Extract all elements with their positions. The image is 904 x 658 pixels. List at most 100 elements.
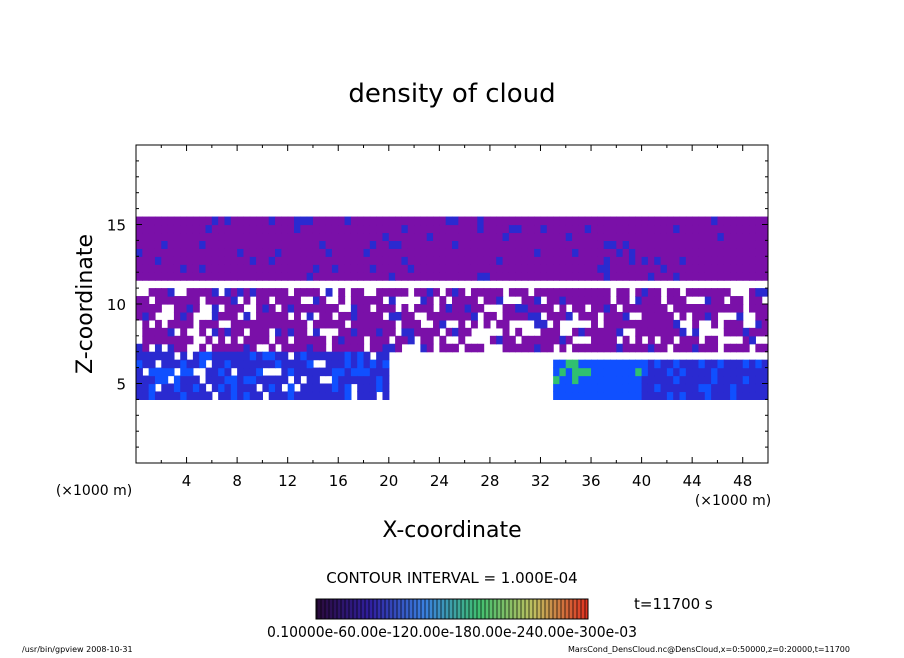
cloud-cell (300, 216, 308, 226)
cloud-cell (382, 224, 390, 234)
cloud-cell (319, 216, 327, 226)
cloud-cell (470, 304, 478, 313)
cloud-cell (546, 240, 554, 249)
cloud-cell (685, 304, 693, 313)
cloud-cell (426, 304, 434, 313)
cloud-cell (761, 383, 768, 393)
cloud-cell (597, 264, 605, 273)
cloud-cell (388, 327, 396, 337)
cloud-cell (319, 311, 327, 321)
cloud-cell (749, 248, 756, 257)
cloud-cell (388, 256, 396, 265)
cloud-cell (199, 240, 207, 249)
cloud-cell (363, 383, 371, 393)
cloud-cell (395, 311, 403, 321)
cloud-cell (376, 327, 384, 337)
cloud-cell (546, 311, 554, 321)
cloud-cell (136, 383, 143, 393)
cloud-cell (136, 272, 143, 281)
cloud-cell (622, 304, 630, 313)
cloud-cell (218, 240, 226, 249)
cloud-cell (647, 383, 655, 393)
cloud-cell (641, 359, 649, 369)
cloud-cell (616, 248, 624, 257)
cloud-cell (698, 272, 706, 281)
cloud-cell (736, 224, 744, 234)
cloud-cell (559, 367, 567, 377)
cloud-cell (420, 256, 428, 265)
cloud-cell (470, 224, 478, 234)
cloud-cell (591, 296, 598, 305)
cloud-cell (610, 375, 617, 385)
cloud-cell (173, 359, 181, 369)
cloud-cell (464, 240, 472, 249)
cloud-cell (755, 327, 763, 337)
cloud-cell (654, 256, 662, 265)
cloud-cell (357, 296, 365, 305)
cloud-cell (199, 288, 207, 297)
cloud-cell (673, 224, 681, 234)
cloud-cell (565, 391, 573, 400)
cloud-cell (306, 216, 314, 226)
cloud-cell (736, 240, 744, 249)
cloud-cell (477, 343, 485, 353)
cloud-cell (205, 351, 213, 361)
cloud-cell (704, 375, 712, 385)
cloud-cell (230, 327, 238, 337)
cloud-cell (704, 216, 712, 226)
cloud-cell (211, 216, 219, 226)
cloud-cell (142, 359, 150, 369)
cloud-cell (224, 224, 232, 234)
cloud-cell (287, 232, 295, 241)
cloud-cell (742, 367, 750, 377)
cloud-cell (616, 256, 624, 265)
cloud-cell (142, 232, 150, 241)
cloud-cell (363, 264, 371, 273)
cloud-cell (584, 367, 592, 377)
cloud-cell (723, 224, 731, 234)
cloud-cell (641, 296, 649, 305)
cloud-cell (439, 216, 447, 226)
cloud-cell (407, 256, 415, 265)
cloud-cell (426, 311, 434, 321)
cloud-cell (136, 264, 143, 273)
cloud-cell (508, 343, 516, 353)
cloud-cell (591, 311, 598, 321)
cloud-cell (224, 272, 232, 281)
cloud-cell (755, 304, 763, 313)
cloud-cell (553, 216, 561, 226)
cloud-cell (654, 343, 662, 353)
cloud-cell (294, 248, 301, 257)
x-tick-label: 36 (581, 472, 600, 490)
cloud-cell (363, 224, 371, 234)
cloud-region (553, 359, 643, 400)
cloud-cell (319, 351, 327, 361)
cloud-cell (243, 256, 251, 265)
cloud-cell (180, 359, 188, 369)
cloud-cell (395, 343, 403, 353)
cloud-cell (407, 232, 415, 241)
cloud-cell (395, 232, 403, 241)
cloud-cell (142, 304, 150, 313)
cloud-cell (742, 343, 750, 353)
cloud-cell (312, 296, 320, 305)
cloud-cell (275, 311, 282, 321)
cloud-cell (508, 288, 516, 297)
cloud-cell (376, 335, 384, 345)
cloud-cell (268, 264, 276, 273)
cloud-cell (401, 216, 409, 226)
cloud-cell (755, 288, 763, 297)
cloud-cell (578, 296, 586, 305)
cloud-cell (186, 304, 194, 313)
cloud-cell (395, 272, 403, 281)
cloud-cell (628, 256, 636, 265)
cloud-cell (382, 343, 390, 353)
cloud-cell (723, 383, 731, 393)
cloud-cell (761, 232, 768, 241)
cloud-cell (578, 375, 586, 385)
cloud-cell (420, 296, 428, 305)
cloud-cell (572, 296, 579, 305)
cloud-cell (161, 224, 169, 234)
cloud-cell (679, 367, 687, 377)
cloud-cell (761, 240, 768, 249)
